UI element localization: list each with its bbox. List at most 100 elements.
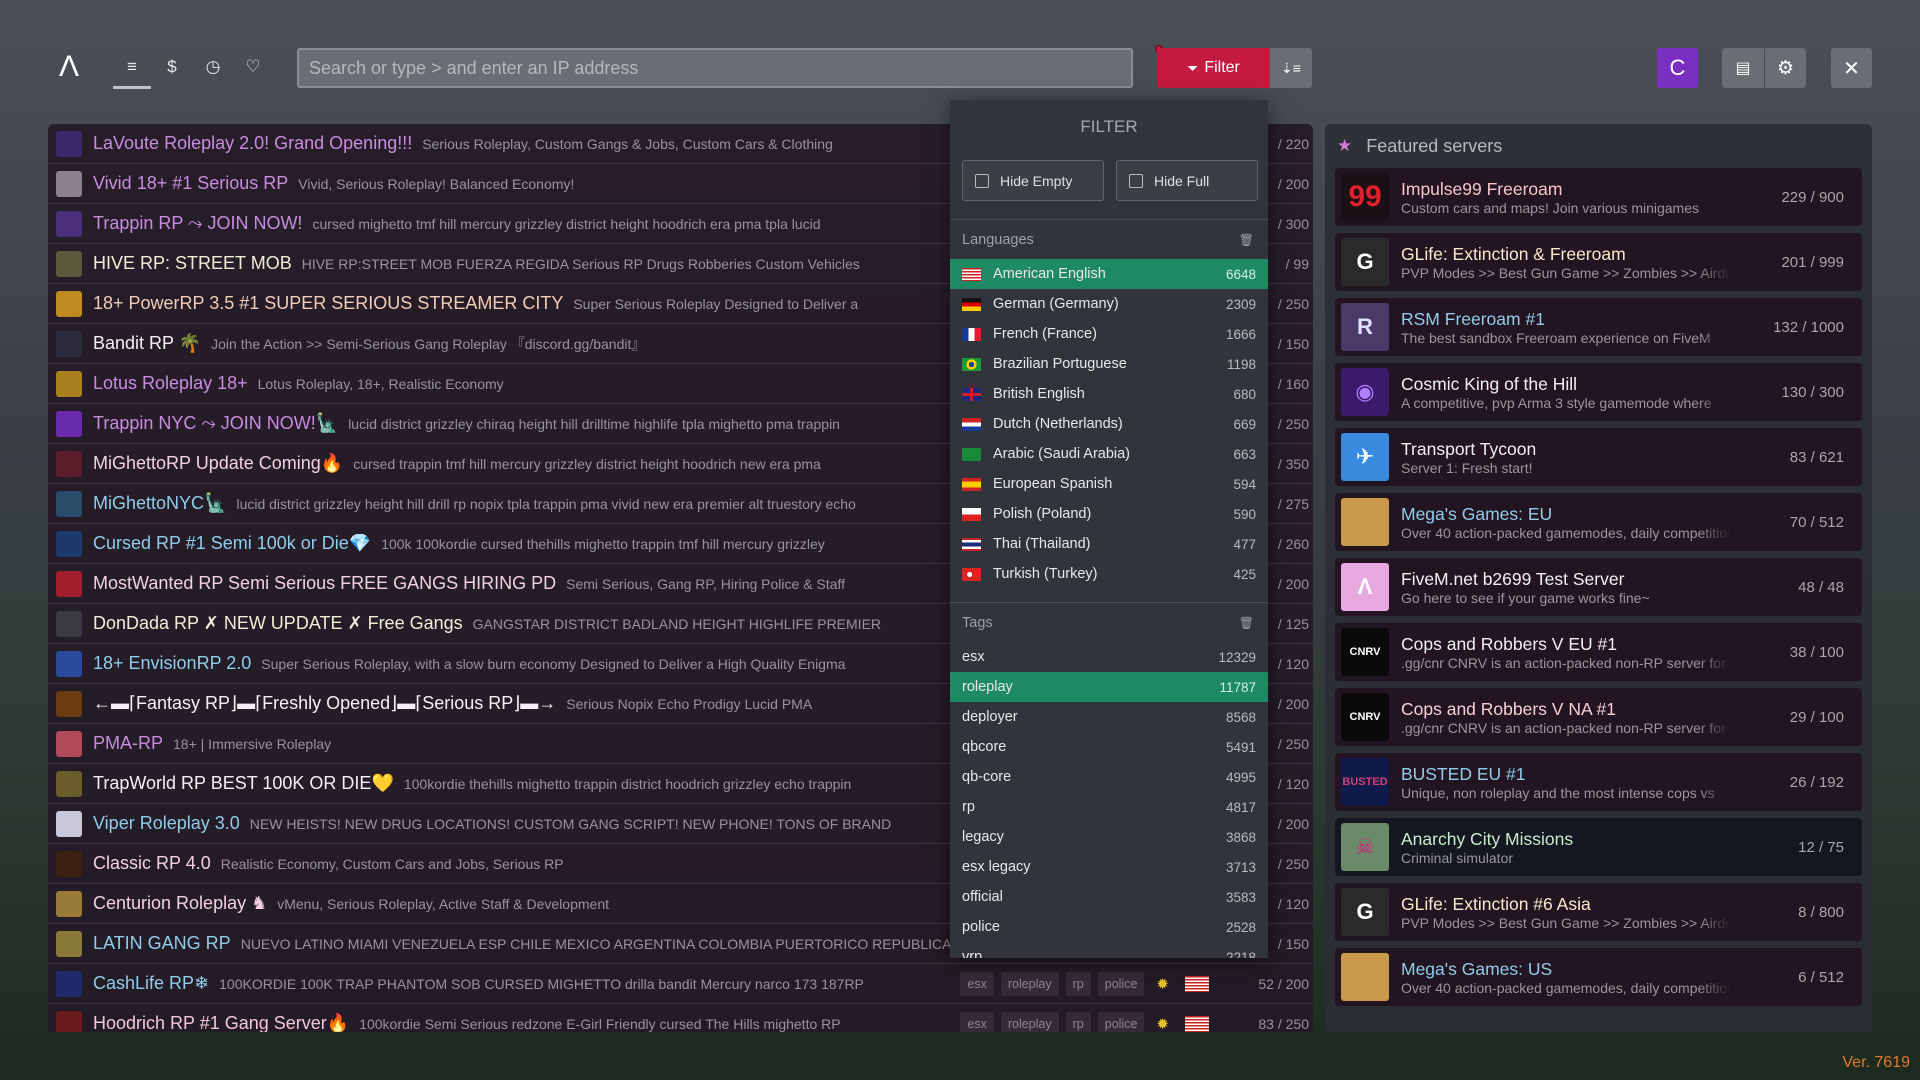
tags-label: Tags (962, 614, 993, 631)
tag-option[interactable]: deployer 8568 (950, 702, 1268, 732)
featured-server-card[interactable]: R RSM Freeroam #1 The best sandbox Freeroa… (1335, 298, 1862, 356)
server-row[interactable]: Hoodrich RP #1 Gang Server🔥 100kordie Sem… (48, 1004, 1313, 1032)
hide-empty-checkbox[interactable]: Hide Empty (962, 160, 1104, 201)
profile-button[interactable]: C (1657, 48, 1698, 88)
player-count: / 220 (1277, 135, 1309, 152)
server-tag[interactable]: esx (960, 971, 994, 996)
language-option[interactable]: British English 680 (950, 379, 1268, 409)
trash-icon[interactable]: 🗑 (1238, 232, 1254, 247)
search-input[interactable] (297, 48, 1133, 88)
news-icon: ▤ (1735, 60, 1751, 77)
server-name[interactable]: Trappin NYC ⤳ JOIN NOW!🗽 (93, 413, 339, 433)
server-tag[interactable]: roleplay (1000, 1011, 1059, 1032)
language-option[interactable]: German (Germany) 2309 (950, 289, 1268, 319)
featured-server-card[interactable]: G GLife: Extinction #6 Asia PVP Modes >> B… (1335, 883, 1862, 941)
changelog-button[interactable]: ▤ (1722, 48, 1764, 88)
server-name[interactable]: CashLife RP❄ (93, 973, 210, 993)
fivem-logo-icon[interactable]: Λ (58, 50, 80, 83)
server-icon (56, 570, 82, 597)
nav-premium-icon[interactable]: $ (167, 57, 177, 76)
tag-option[interactable]: vrp 2218 (950, 942, 1268, 958)
server-name[interactable]: Bandit RP 🌴 (93, 333, 202, 353)
featured-server-name: BUSTED EU #1 (1401, 763, 1526, 784)
server-name[interactable]: Vivid 18+ #1 Serious RP (93, 173, 289, 193)
featured-server-players: 70 / 512 (1789, 513, 1844, 531)
featured-server-card[interactable]: 99 Impulse99 Freeroam Custom cars and maps… (1335, 168, 1862, 226)
nav-servers-list-icon[interactable]: ≡ (127, 57, 137, 76)
server-name[interactable]: 18+ PowerRP 3.5 #1 SUPER SERIOUS STREAME… (93, 293, 564, 313)
language-option[interactable]: Arabic (Saudi Arabia) 663 (950, 439, 1268, 469)
server-tag[interactable]: roleplay (1000, 971, 1059, 996)
tag-option[interactable]: qbcore 5491 (950, 732, 1268, 762)
language-option[interactable]: French (France) 1666 (950, 319, 1268, 349)
tag-option[interactable]: official 3583 (950, 882, 1268, 912)
server-name[interactable]: Classic RP 4.0 (93, 853, 211, 873)
player-count: / 120 (1277, 775, 1309, 792)
server-name[interactable]: MostWanted RP Semi Serious FREE GANGS HI… (93, 573, 557, 593)
tag-option[interactable]: rp 4817 (950, 792, 1268, 822)
featured-server-card[interactable]: ◉ Cosmic King of the Hill A competitive, p… (1335, 363, 1862, 421)
server-name[interactable]: PMA-RP (93, 733, 164, 753)
nav-history-icon[interactable]: ◷ (205, 57, 221, 76)
featured-server-card[interactable]: Λ FiveM.net b2699 Test Server Go here to s… (1335, 558, 1862, 616)
player-count: / 160 (1277, 375, 1309, 392)
featured-server-card[interactable]: G GLife: Extinction & Freeroam PVP Modes >… (1335, 233, 1862, 291)
language-option[interactable]: Polish (Poland) 590 (950, 499, 1268, 529)
close-button[interactable]: ✕ (1831, 48, 1872, 88)
checkbox-icon (1129, 173, 1143, 188)
tag-option[interactable]: qb-core 4995 (950, 762, 1268, 792)
server-name[interactable]: DonDada RP ✗ NEW UPDATE ✗ Free Gangs (93, 613, 463, 633)
featured-server-card[interactable]: CNRV Cops and Robbers V NA #1 .gg/cnr CNRV… (1335, 688, 1862, 746)
language-option[interactable]: European Spanish 594 (950, 469, 1268, 499)
tag-label: legacy (962, 829, 1004, 845)
server-tag[interactable]: esx (960, 1011, 994, 1032)
server-name[interactable]: MiGhettoNYC🗽 (93, 493, 227, 513)
language-option[interactable]: Thai (Thailand) 477 (950, 529, 1268, 559)
tag-option[interactable]: esx legacy 3713 (950, 852, 1268, 882)
featured-server-logo: ☠ (1341, 823, 1389, 871)
featured-server-card[interactable]: BUSTED BUSTED EU #1 Unique, non roleplay a… (1335, 753, 1862, 811)
server-tag[interactable]: rp (1065, 971, 1091, 996)
language-option[interactable]: Turkish (Turkey) 425 (950, 559, 1268, 589)
server-name[interactable]: LATIN GANG RP (93, 933, 231, 953)
server-name[interactable]: Cursed RP #1 Semi 100k or Die💎 (93, 533, 372, 553)
server-name[interactable]: ←▬⌈Fantasy RP⌋▬⌈Freshly Opened⌋▬⌈Serious… (93, 693, 557, 713)
language-option[interactable]: American English 6648 (950, 259, 1268, 289)
tag-option[interactable]: legacy 3868 (950, 822, 1268, 852)
server-name[interactable]: Lotus Roleplay 18+ (93, 373, 248, 393)
featured-server-card[interactable]: ✈ Transport Tycoon Server 1: Fresh start! 8… (1335, 428, 1862, 486)
server-icon (56, 890, 82, 917)
language-option[interactable]: Dutch (Netherlands) 669 (950, 409, 1268, 439)
tag-option[interactable]: police 2528 (950, 912, 1268, 942)
server-row[interactable]: CashLife RP❄ 100KORDIE 100K TRAP PHANTOM … (48, 964, 1313, 1004)
featured-server-card[interactable]: ☠ Anarchy City Missions Criminal simulator… (1335, 818, 1862, 876)
settings-button[interactable]: ⚙ (1765, 48, 1806, 88)
featured-server-card[interactable]: Mega's Games: US Over 40 action-packed ga… (1335, 948, 1862, 1006)
server-icon (56, 930, 82, 957)
server-tag[interactable]: rp (1065, 1011, 1091, 1032)
server-tag[interactable]: police (1097, 971, 1145, 996)
featured-server-card[interactable]: CNRV Cops and Robbers V EU #1 .gg/cnr CNRV… (1335, 623, 1862, 681)
server-name[interactable]: MiGhettoRP Update Coming🔥 (93, 453, 344, 473)
featured-server-card[interactable]: Mega's Games: EU Over 40 action-packed ga… (1335, 493, 1862, 551)
server-name[interactable]: Viper Roleplay 3.0 (93, 813, 240, 833)
server-name[interactable]: LaVoute Roleplay 2.0! Grand Opening!!! (93, 133, 413, 153)
server-name[interactable]: TrapWorld RP BEST 100K OR DIE💛 (93, 773, 394, 793)
tag-count: 2218 (1225, 949, 1256, 959)
trash-icon[interactable]: 🗑 (1238, 615, 1254, 630)
server-name[interactable]: Hoodrich RP #1 Gang Server🔥 (93, 1013, 350, 1032)
server-name[interactable]: HIVE RP: STREET MOB (93, 253, 292, 273)
server-name[interactable]: 18+ EnvisionRP 2.0 (93, 653, 252, 673)
sort-button[interactable]: ⇣≡ (1270, 48, 1312, 88)
hide-full-checkbox[interactable]: Hide Full (1116, 160, 1258, 201)
gear-icon: ⚙ (1776, 57, 1795, 79)
server-name[interactable]: Centurion Roleplay ♞ (93, 893, 268, 913)
nav-favorites-icon[interactable]: ♡ (245, 57, 261, 76)
language-option[interactable]: Brazilian Portuguese 1198 (950, 349, 1268, 379)
tag-option[interactable]: roleplay 11787 (950, 672, 1268, 702)
tag-option[interactable]: esx 12329 (950, 642, 1268, 672)
server-name[interactable]: Trappin RP ⤳ JOIN NOW! (93, 213, 303, 233)
flag-th-icon (962, 537, 981, 551)
filter-button[interactable]: ⏷ Filter (1157, 48, 1270, 88)
server-tag[interactable]: police (1097, 1011, 1145, 1032)
